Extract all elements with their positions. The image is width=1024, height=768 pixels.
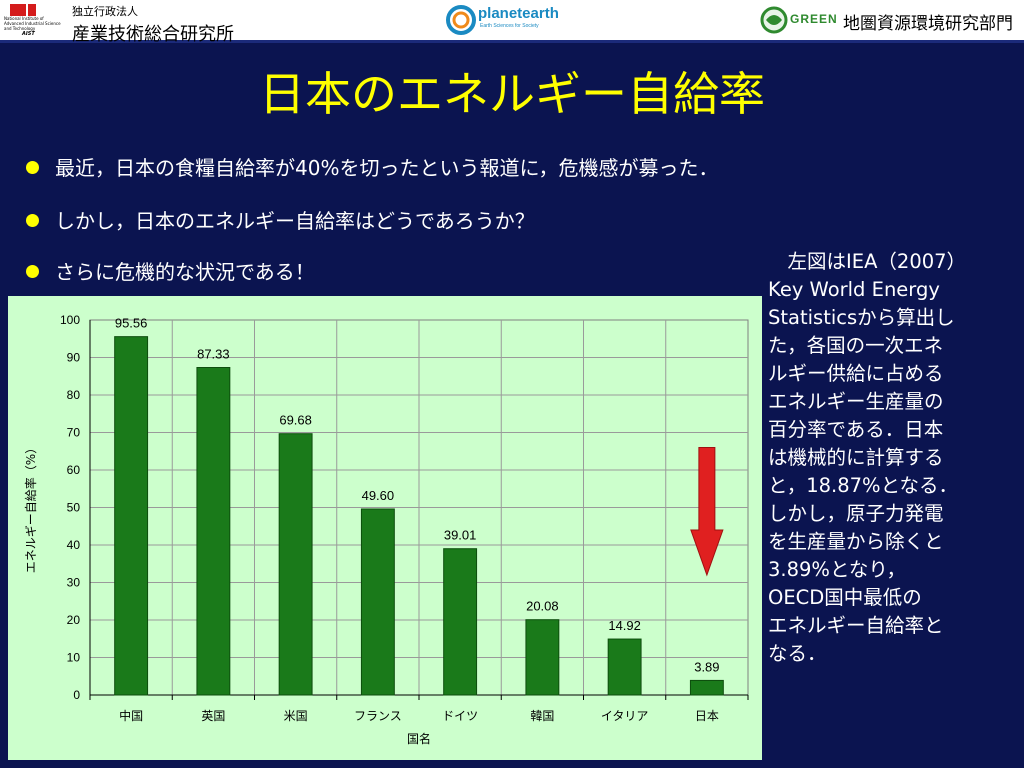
aist-abbrev: AIST [22,31,35,37]
bar [689,679,724,696]
y-tick-label: 50 [67,501,81,515]
bullet-text: 最近，日本の食糧自給率が40%を切ったという報道に，危機感が募った． [55,156,719,180]
note-line: た，各国の一次エネ [768,334,944,357]
planetearth-name: planetearth [478,5,559,22]
bullet-text: しかし，日本のエネルギー自給率はどうであろうか？ [55,209,535,233]
page-title: 日本のエネルギー自給率 [259,67,765,121]
x-tick-label: 英国 [201,709,225,723]
aist-english-name: National Institute of Advanced Industria… [4,16,61,31]
x-tick-label: フランス [354,709,402,723]
y-tick-label: 10 [67,651,81,665]
note-line: Statisticsから算出し [768,306,955,329]
x-tick-label: イタリア [601,709,649,723]
green-org-name: 地圏資源環境研究部門 [843,14,1013,34]
green-globe-icon [760,6,788,34]
data-label: 49.60 [362,488,395,503]
bar-chart: 0 10 20 30 40 50 60 70 80 90 100 95.56 中国 87.33 英国 69.6… [23,313,749,746]
down-arrow-icon [690,447,724,577]
x-tick-label: 韓国 [530,709,554,723]
bullet-item: さらに危機的な状況である！ [26,256,315,285]
y-tick-label: 90 [67,351,81,365]
y-tick-label: 70 [67,426,81,440]
data-label: 87.33 [197,347,230,362]
note-line: 左図はIEA（2007） [768,250,967,273]
bar [443,548,478,696]
bullet-item: 最近，日本の食糧自給率が40%を切ったという報道に，危機感が募った． [26,152,718,181]
y-tick-label: 100 [60,313,80,327]
bullet-item: しかし，日本のエネルギー自給率はどうであろうか？ [26,205,535,234]
planetearth-globe-icon [446,5,476,35]
note-line: ルギー供給に占める [768,362,944,385]
data-label: 14.92 [608,618,641,633]
chart-area: 0 10 20 30 40 50 60 70 80 90 100 95.56 中国 87.33 英国 69.6… [8,296,762,760]
x-tick-label: ドイツ [442,709,478,723]
aist-name: 産業技術総合研究所 [72,24,234,45]
x-tick-label: 米国 [284,709,308,723]
bullet-dot-icon [26,214,39,227]
note-line: 3.89%となり， [768,558,906,581]
bar [278,433,313,696]
aist-mark-icon [10,4,36,16]
data-label: 95.56 [115,316,148,331]
data-label: 20.08 [526,599,559,614]
bar [607,638,642,696]
side-note: 左図はIEA（2007） Key World Energy Statistics… [768,248,1022,668]
aist-logo: National Institute of Advanced Industria… [0,0,265,45]
note-line: エネルギー自給率と [768,614,944,637]
header-bar: National Institute of Advanced Industria… [0,0,1024,45]
bar [360,508,395,696]
planetearth-logo: planetearth Earth Sciences for Society [444,0,564,40]
note-line: OECD国中最低の [768,586,922,609]
planetearth-tagline: Earth Sciences for Society [480,23,539,29]
data-label: 69.68 [279,413,312,428]
note-line: と，18.87%となる． [768,474,958,497]
note-line: なる． [768,642,827,665]
y-tick-label: 0 [73,688,80,702]
green-brand: GREEN [790,12,838,26]
bullet-dot-icon [26,161,39,174]
note-line: しかし，原子力発電 [768,502,944,525]
x-axis-label: 国名 [407,731,431,746]
x-tick-label: 日本 [695,709,719,723]
note-line: は機械的に計算する [768,446,944,469]
y-tick-label: 60 [67,463,81,477]
note-line: エネルギー生産量の [768,390,944,413]
y-tick-label: 20 [67,613,81,627]
x-tick-label: 中国 [119,708,143,723]
data-label: 39.01 [444,528,477,543]
aist-sub-label: 独立行政法人 [72,5,138,18]
bar [525,619,560,696]
data-label: 3.89 [694,659,719,674]
y-tick-label: 30 [67,576,81,590]
bar [114,336,149,696]
y-tick-label: 40 [67,538,81,552]
bullet-text: さらに危機的な状況である！ [55,260,315,284]
note-line: 百分率である．日本 [768,418,944,441]
note-line: を生産量から除くと [768,530,944,553]
y-tick-label: 80 [67,388,81,402]
note-line: Key World Energy [768,278,940,301]
green-logo: GREEN 地圏資源環境研究部門 [756,0,1024,40]
y-axis-label: エネルギー自給率（%） [23,442,38,573]
bar [196,367,231,696]
bullet-dot-icon [26,265,39,278]
